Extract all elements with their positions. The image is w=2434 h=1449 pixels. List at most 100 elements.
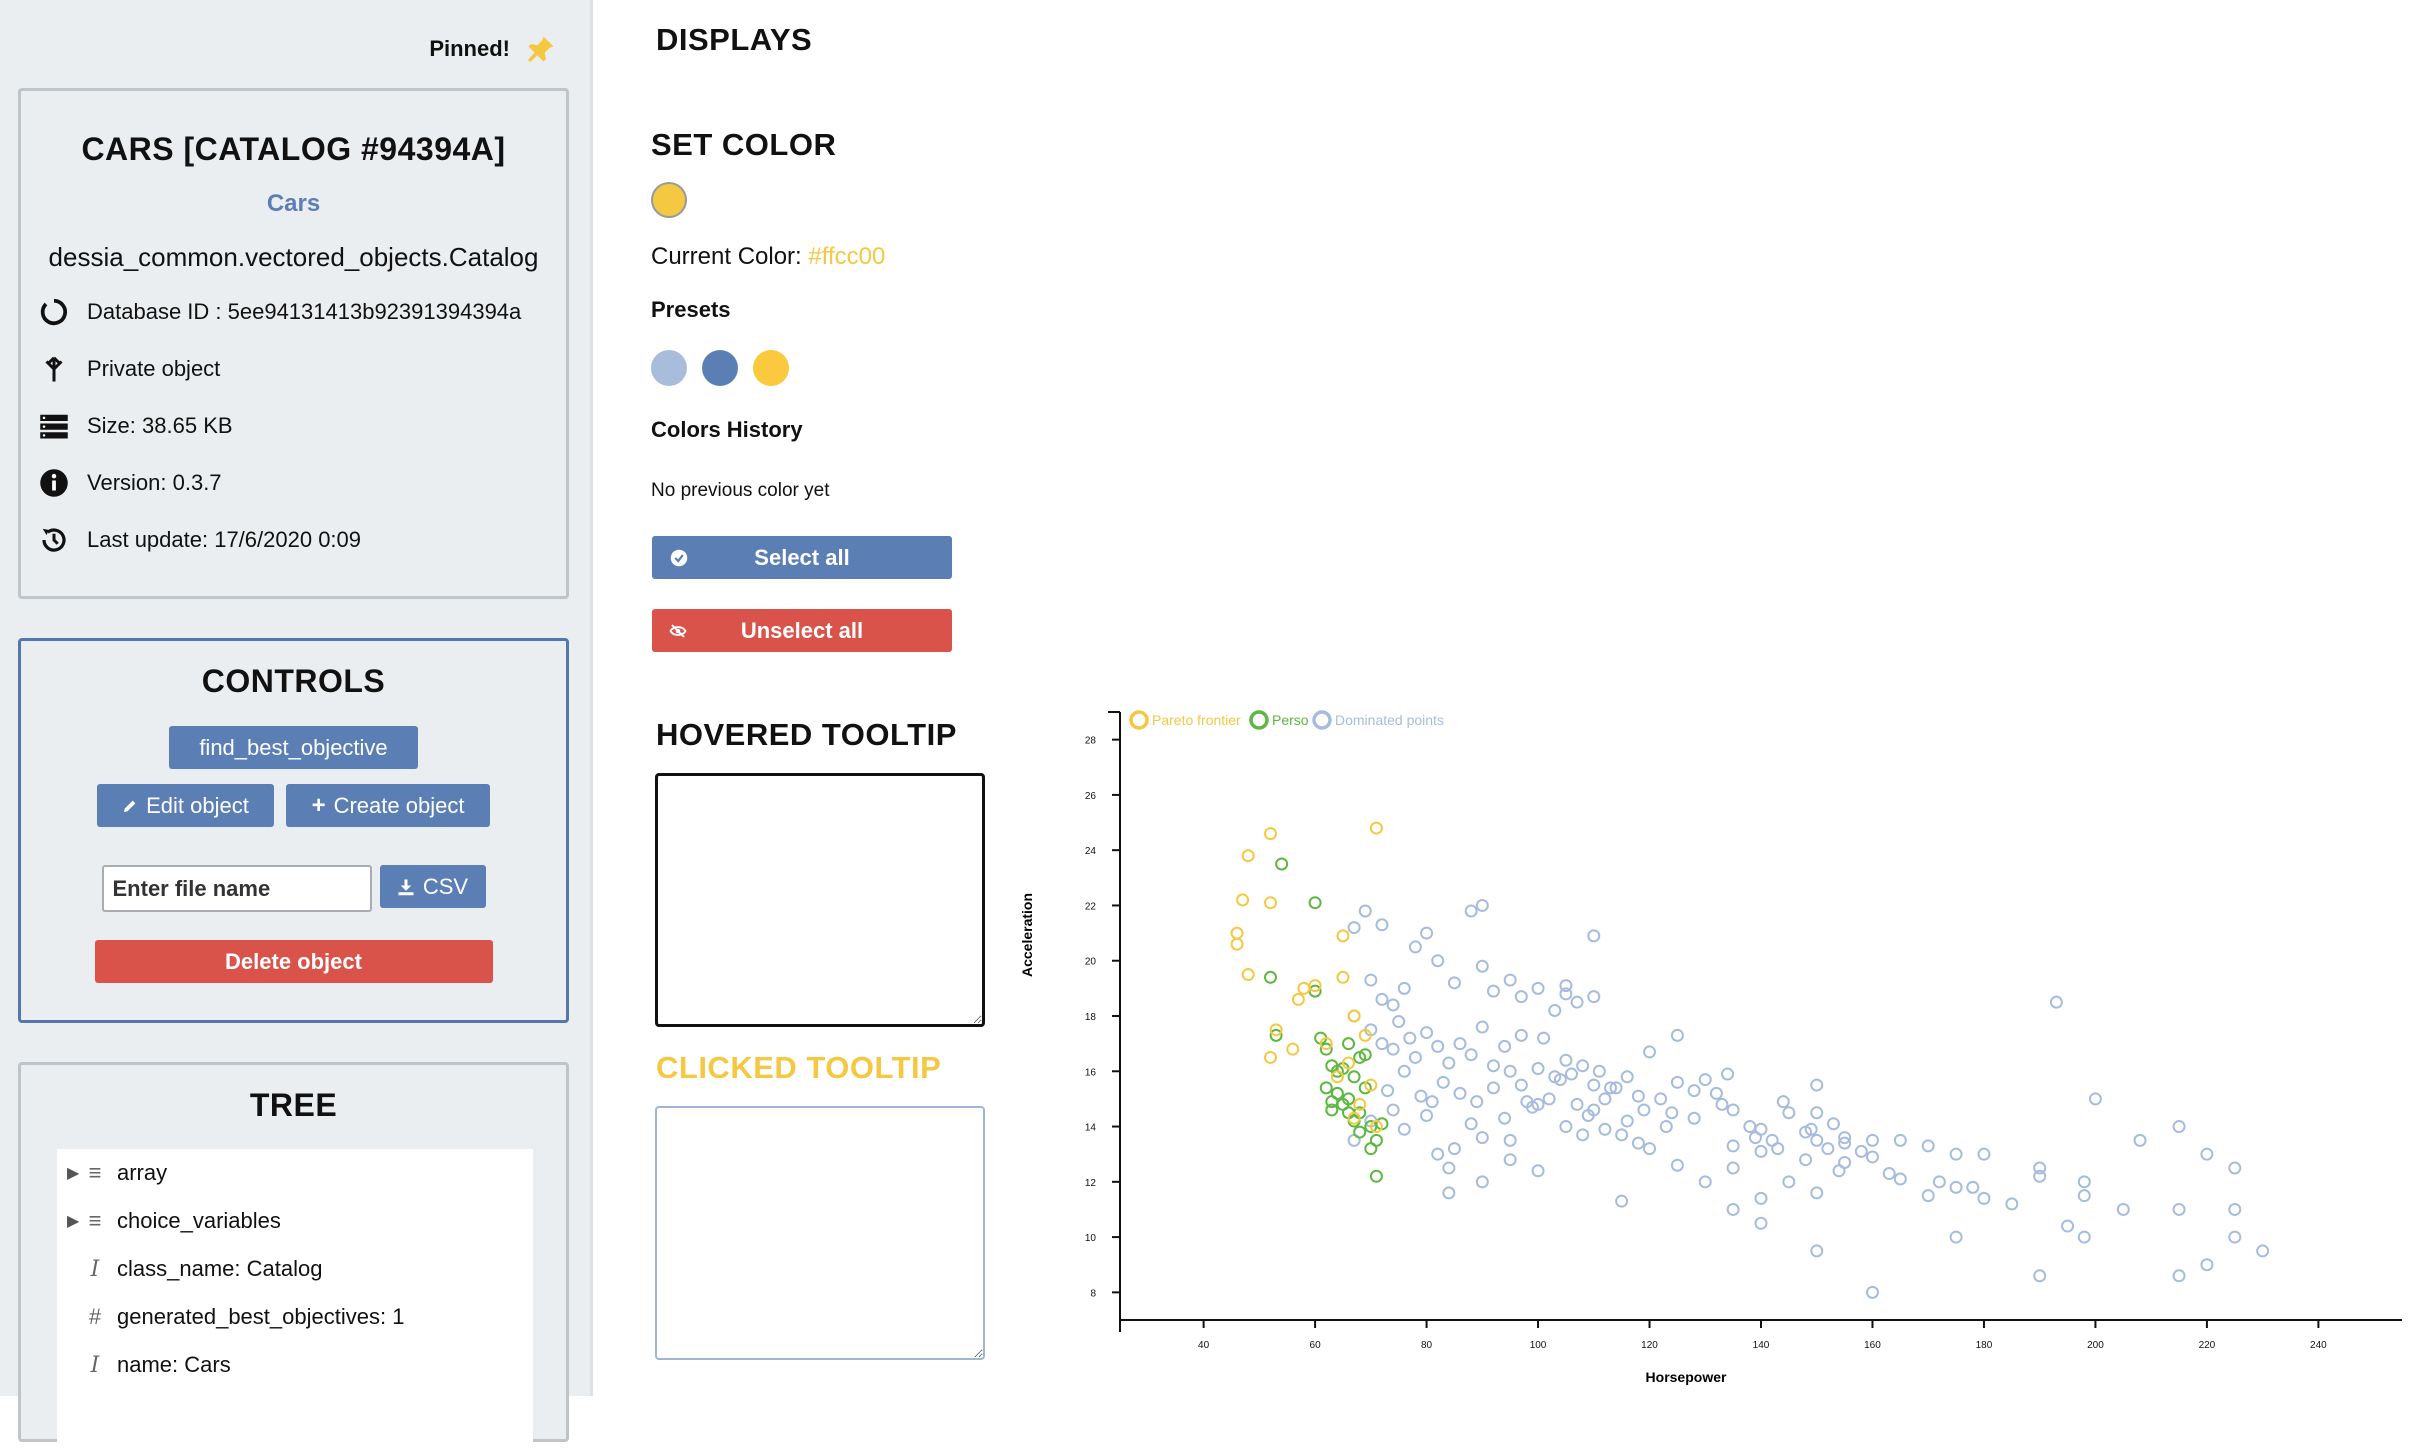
point-dominated-points[interactable] bbox=[1425, 1095, 1439, 1109]
point-dominated-points[interactable] bbox=[1838, 1131, 1852, 1145]
point-dominated-points[interactable] bbox=[1838, 1136, 1852, 1150]
point-dominated-points[interactable] bbox=[1643, 1142, 1657, 1156]
point-pareto-frontier[interactable] bbox=[1347, 1111, 1361, 1125]
point-dominated-points[interactable] bbox=[1475, 898, 1489, 912]
point-dominated-points[interactable] bbox=[1475, 1131, 1489, 1145]
point-dominated-points[interactable] bbox=[1442, 1161, 1456, 1175]
find-best-objective-button[interactable]: find_best_objective bbox=[169, 726, 418, 769]
point-dominated-points[interactable] bbox=[1408, 1050, 1422, 1064]
point-dominated-points[interactable] bbox=[1442, 1186, 1456, 1200]
point-dominated-points[interactable] bbox=[1503, 1153, 1517, 1167]
point-dominated-points[interactable] bbox=[1386, 998, 1400, 1012]
point-dominated-points[interactable] bbox=[1654, 1092, 1668, 1106]
point-dominated-points[interactable] bbox=[1447, 1142, 1461, 1156]
point-dominated-points[interactable] bbox=[1949, 1230, 1963, 1244]
point-dominated-points[interactable] bbox=[1810, 1186, 1824, 1200]
point-dominated-points[interactable] bbox=[1949, 1180, 1963, 1194]
point-pareto-frontier[interactable] bbox=[1330, 1070, 1344, 1084]
point-dominated-points[interactable] bbox=[2033, 1161, 2047, 1175]
point-dominated-points[interactable] bbox=[1375, 1037, 1389, 1051]
point-perso[interactable] bbox=[1364, 1142, 1378, 1156]
point-perso[interactable] bbox=[1330, 1086, 1344, 1100]
point-dominated-points[interactable] bbox=[1537, 1031, 1551, 1045]
point-dominated-points[interactable] bbox=[1609, 1081, 1623, 1095]
legend-marker-pareto-frontier[interactable] bbox=[1129, 710, 1149, 730]
point-dominated-points[interactable] bbox=[1564, 1067, 1578, 1081]
point-dominated-points[interactable] bbox=[1921, 1189, 1935, 1203]
point-dominated-points[interactable] bbox=[1754, 1144, 1768, 1158]
point-dominated-points[interactable] bbox=[2088, 1092, 2102, 1106]
point-dominated-points[interactable] bbox=[1643, 1045, 1657, 1059]
preset-swatch-blue[interactable] bbox=[702, 350, 738, 386]
point-pareto-frontier[interactable] bbox=[1353, 1097, 1367, 1111]
point-dominated-points[interactable] bbox=[1865, 1285, 1879, 1299]
tree-item-class-name[interactable]: I class_name: Catalog bbox=[57, 1245, 533, 1293]
point-dominated-points[interactable] bbox=[1782, 1175, 1796, 1189]
point-dominated-points[interactable] bbox=[1776, 1095, 1790, 1109]
point-dominated-points[interactable] bbox=[1743, 1120, 1757, 1134]
point-dominated-points[interactable] bbox=[1620, 1114, 1634, 1128]
point-pareto-frontier[interactable] bbox=[1342, 1056, 1356, 1070]
point-perso[interactable] bbox=[1342, 1092, 1356, 1106]
point-perso[interactable] bbox=[1319, 1081, 1333, 1095]
point-perso[interactable] bbox=[1308, 896, 1322, 910]
point-dominated-points[interactable] bbox=[1670, 1075, 1684, 1089]
point-dominated-points[interactable] bbox=[1665, 1106, 1679, 1120]
point-dominated-points[interactable] bbox=[2256, 1244, 2270, 1258]
point-dominated-points[interactable] bbox=[1726, 1202, 1740, 1216]
point-pareto-frontier[interactable] bbox=[1263, 896, 1277, 910]
point-dominated-points[interactable] bbox=[1559, 1053, 1573, 1067]
point-dominated-points[interactable] bbox=[1620, 1070, 1634, 1084]
point-dominated-points[interactable] bbox=[1604, 1081, 1618, 1095]
point-dominated-points[interactable] bbox=[1810, 1133, 1824, 1147]
point-perso[interactable] bbox=[1269, 1028, 1283, 1042]
point-dominated-points[interactable] bbox=[2172, 1269, 2186, 1283]
point-dominated-points[interactable] bbox=[1670, 1028, 1684, 1042]
select-all-button[interactable]: Select all bbox=[652, 536, 952, 579]
point-dominated-points[interactable] bbox=[1726, 1103, 1740, 1117]
point-dominated-points[interactable] bbox=[2033, 1169, 2047, 1183]
point-dominated-points[interactable] bbox=[1810, 1244, 1824, 1258]
point-dominated-points[interactable] bbox=[1821, 1142, 1835, 1156]
point-dominated-points[interactable] bbox=[2172, 1120, 2186, 1134]
point-pareto-frontier[interactable] bbox=[1230, 926, 1244, 940]
point-dominated-points[interactable] bbox=[1475, 1020, 1489, 1034]
point-dominated-points[interactable] bbox=[1771, 1142, 1785, 1156]
point-dominated-points[interactable] bbox=[1715, 1097, 1729, 1111]
chart-points[interactable] bbox=[1230, 821, 2270, 1299]
point-dominated-points[interactable] bbox=[2061, 1219, 2075, 1233]
point-dominated-points[interactable] bbox=[1631, 1136, 1645, 1150]
preset-swatch-light-blue[interactable] bbox=[651, 350, 687, 386]
point-dominated-points[interactable] bbox=[1514, 990, 1528, 1004]
point-dominated-points[interactable] bbox=[1559, 979, 1573, 993]
point-dominated-points[interactable] bbox=[1553, 1073, 1567, 1087]
point-perso[interactable] bbox=[1342, 1037, 1356, 1051]
point-dominated-points[interactable] bbox=[1804, 1122, 1818, 1136]
point-dominated-points[interactable] bbox=[1782, 1106, 1796, 1120]
point-dominated-points[interactable] bbox=[1514, 1028, 1528, 1042]
tree-item-generated-best-objectives[interactable]: # generated_best_objectives: 1 bbox=[57, 1293, 533, 1341]
file-name-input[interactable] bbox=[101, 865, 372, 912]
tree-item-choice-variables[interactable]: ▶ ≡ choice_variables bbox=[57, 1197, 533, 1245]
point-dominated-points[interactable] bbox=[2077, 1230, 2091, 1244]
point-dominated-points[interactable] bbox=[1949, 1147, 1963, 1161]
point-dominated-points[interactable] bbox=[1893, 1172, 1907, 1186]
point-dominated-points[interactable] bbox=[1475, 1175, 1489, 1189]
point-dominated-points[interactable] bbox=[1832, 1164, 1846, 1178]
point-dominated-points[interactable] bbox=[1414, 1089, 1428, 1103]
point-perso[interactable] bbox=[1319, 1042, 1333, 1056]
point-perso[interactable] bbox=[1263, 970, 1277, 984]
point-dominated-points[interactable] bbox=[1921, 1139, 1935, 1153]
point-dominated-points[interactable] bbox=[1754, 1216, 1768, 1230]
point-dominated-points[interactable] bbox=[1810, 1078, 1824, 1092]
point-pareto-frontier[interactable] bbox=[1369, 821, 1383, 835]
pin-icon[interactable] bbox=[526, 34, 556, 64]
point-perso[interactable] bbox=[1353, 1125, 1367, 1139]
point-dominated-points[interactable] bbox=[1542, 1092, 1556, 1106]
hovered-tooltip-textarea[interactable] bbox=[655, 773, 985, 1027]
point-dominated-points[interactable] bbox=[1882, 1167, 1896, 1181]
delete-object-button[interactable]: Delete object bbox=[94, 940, 493, 983]
point-pareto-frontier[interactable] bbox=[1241, 968, 1255, 982]
point-dominated-points[interactable] bbox=[1698, 1175, 1712, 1189]
point-dominated-points[interactable] bbox=[1721, 1067, 1735, 1081]
